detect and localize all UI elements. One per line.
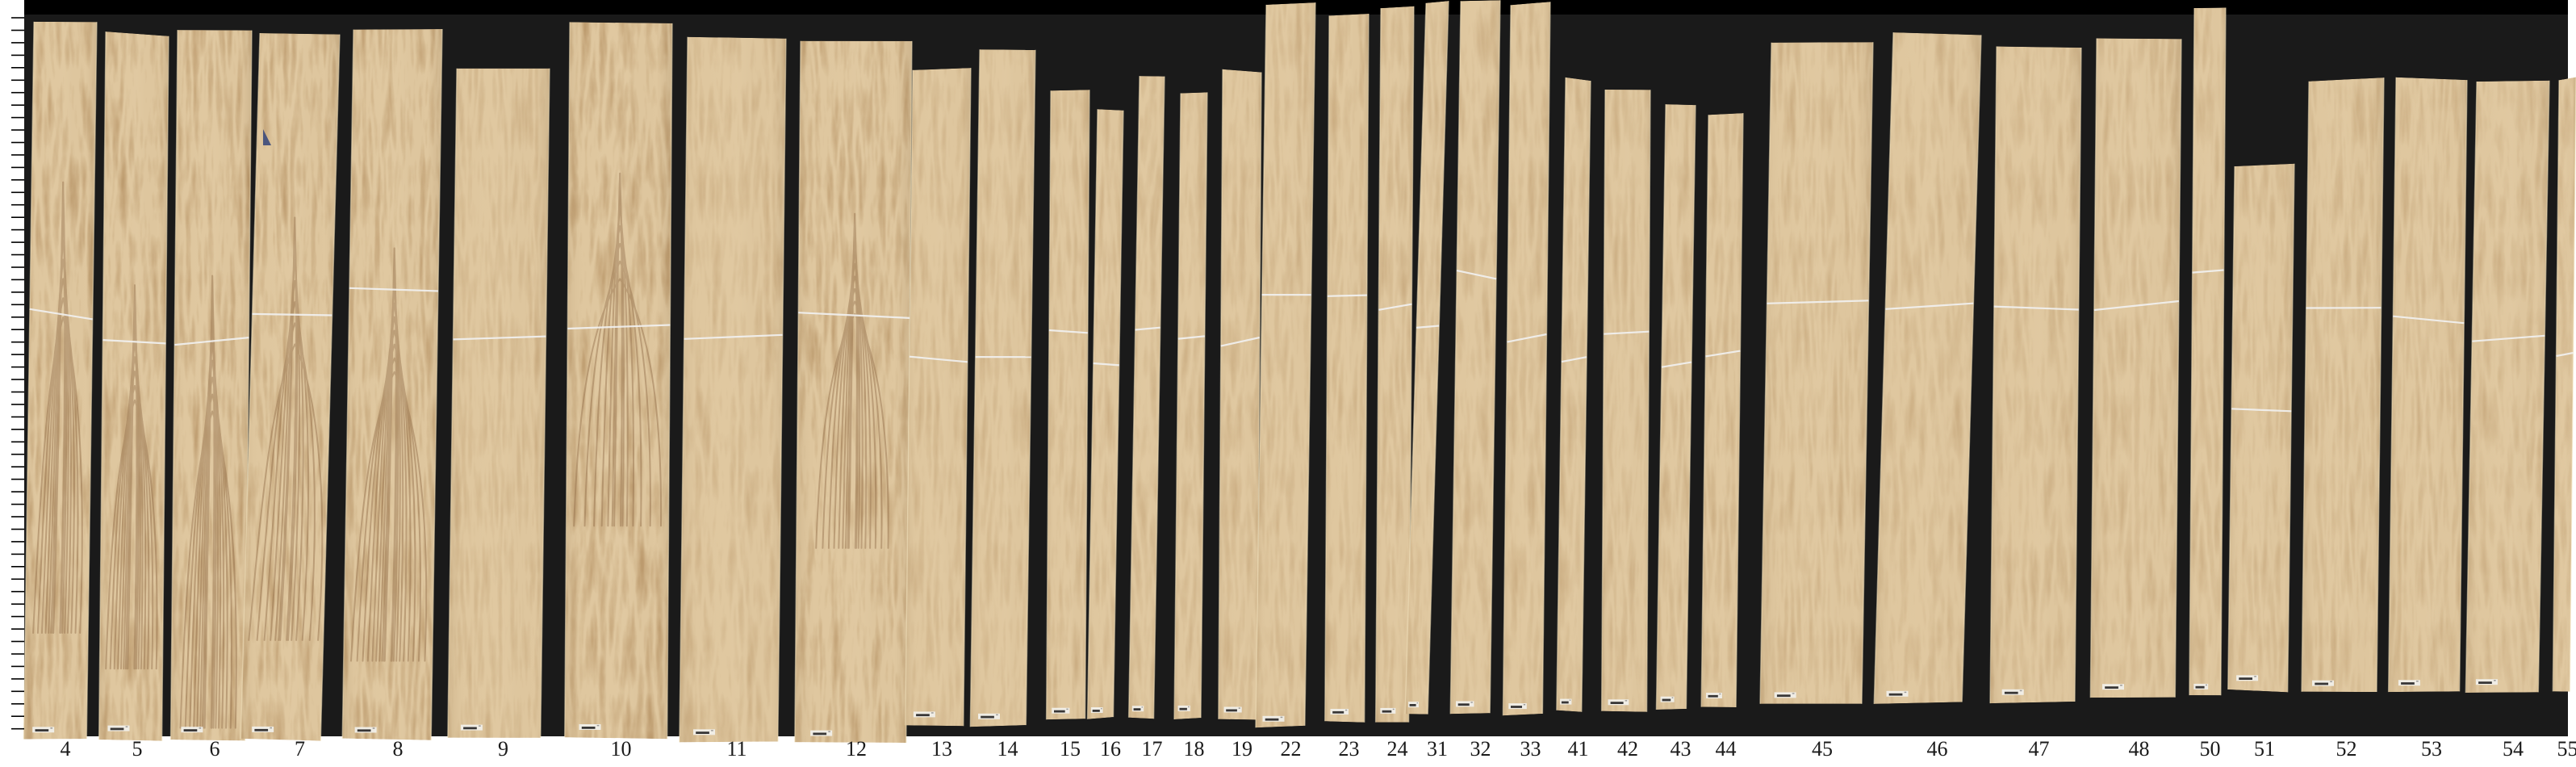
svg-text:52: 52: [2336, 737, 2357, 761]
svg-text:43: 43: [1671, 737, 1692, 761]
svg-text:24: 24: [1387, 737, 1408, 761]
svg-text:45: 45: [1812, 737, 1833, 761]
svg-text:14: 14: [997, 737, 1018, 761]
svg-text:5: 5: [132, 737, 143, 761]
svg-text:22: 22: [1281, 737, 1302, 761]
svg-text:23: 23: [1339, 737, 1360, 761]
svg-text:41: 41: [1568, 737, 1589, 761]
svg-text:4: 4: [61, 737, 71, 761]
svg-text:12: 12: [846, 737, 867, 761]
svg-text:11: 11: [726, 737, 746, 761]
svg-text:18: 18: [1184, 737, 1205, 761]
svg-text:16: 16: [1100, 737, 1121, 761]
svg-text:50: 50: [2200, 737, 2221, 761]
svg-text:31: 31: [1427, 737, 1448, 761]
svg-text:44: 44: [1716, 737, 1737, 761]
svg-text:9: 9: [498, 737, 508, 761]
svg-text:32: 32: [1470, 737, 1491, 761]
svg-text:51: 51: [2254, 737, 2275, 761]
svg-text:53: 53: [2421, 737, 2442, 761]
svg-text:19: 19: [1232, 737, 1252, 761]
svg-text:7: 7: [295, 737, 305, 761]
svg-text:42: 42: [1617, 737, 1638, 761]
svg-text:6: 6: [210, 737, 220, 761]
svg-text:48: 48: [2129, 737, 2150, 761]
svg-text:15: 15: [1060, 737, 1081, 761]
svg-text:54: 54: [2503, 737, 2524, 761]
svg-text:10: 10: [611, 737, 632, 761]
svg-text:33: 33: [1520, 737, 1541, 761]
svg-text:55: 55: [2557, 737, 2576, 761]
svg-text:46: 46: [1927, 737, 1948, 761]
svg-text:13: 13: [931, 737, 952, 761]
svg-text:8: 8: [393, 737, 404, 761]
svg-text:47: 47: [2029, 737, 2050, 761]
svg-text:17: 17: [1142, 737, 1163, 761]
